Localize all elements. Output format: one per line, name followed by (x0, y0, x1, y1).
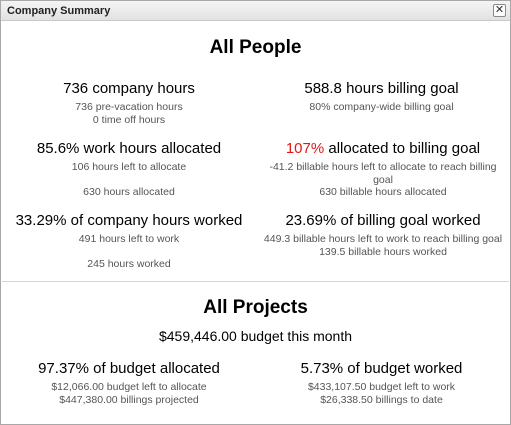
time-off-hours: 0 time off hours (92, 113, 166, 126)
hours-left-to-work: 491 hours left to work (78, 233, 180, 245)
section-divider (2, 281, 509, 282)
budget-worked-stat: 5.73% of budget worked $433,107.50 budge… (259, 360, 504, 406)
pre-vacation-hours: 736 pre-vacation hours (75, 101, 183, 113)
title-bar: Company Summary ✕ (1, 1, 510, 21)
all-projects-heading: All Projects (203, 297, 308, 318)
monthly-budget: $459,446.00 budget this month (158, 328, 353, 344)
billing-allocated-stat: 107% allocated to billing goal -41.2 bil… (263, 140, 503, 199)
billable-hours-worked: 139.5 billable hours worked (319, 245, 447, 258)
billings-projected: $447,380.00 billings projected (59, 393, 199, 406)
billings-to-date: $26,338.50 billings to date (320, 393, 443, 406)
work-allocated-stat: 85.6% work hours allocated 106 hours lef… (9, 140, 249, 198)
budget-left-to-allocate: $12,066.00 budget left to allocate (51, 381, 207, 393)
billing-allocated-percent: 107% (285, 140, 325, 157)
billing-worked-headline: 23.69% of billing goal worked (285, 212, 481, 229)
company-worked-headline: 33.29% of company hours worked (15, 212, 243, 229)
work-allocated-headline: 85.6% work hours allocated (36, 140, 222, 157)
hours-allocated: 630 hours allocated (83, 185, 175, 198)
company-hours-headline: 736 company hours (63, 80, 195, 97)
billable-hours-left-to-work: 449.3 billable hours left to work to rea… (263, 233, 503, 245)
budget-allocated-headline: 97.37% of budget allocated (38, 360, 220, 377)
budget-left-to-work: $433,107.50 budget left to work (307, 381, 456, 393)
billing-allocated-text: allocated to billing goal (324, 140, 481, 157)
close-icon[interactable]: ✕ (493, 4, 506, 17)
budget-worked-headline: 5.73% of budget worked (300, 360, 463, 377)
window-title: Company Summary (7, 5, 111, 17)
company-worked-stat: 33.29% of company hours worked 491 hours… (5, 212, 253, 270)
budget-allocated-stat: 97.37% of budget allocated $12,066.00 bu… (9, 360, 249, 406)
billing-goal-percent: 80% company-wide billing goal (309, 101, 454, 113)
all-people-heading: All People (209, 37, 302, 58)
billable-hours-allocated: 630 billable hours allocated (319, 186, 447, 198)
billing-worked-stat: 23.69% of billing goal worked 449.3 bill… (263, 212, 503, 258)
billing-goal-stat: 588.8 hours billing goal 80% company-wid… (259, 80, 504, 114)
hours-worked: 245 hours worked (87, 257, 171, 270)
billable-hours-left-to-allocate: -41.2 billable hours left to allocate to… (269, 161, 497, 186)
billing-allocated-headline: 107% allocated to billing goal (263, 140, 503, 157)
company-hours-stat: 736 company hours 736 pre-vacation hours… (9, 80, 249, 126)
hours-left-to-allocate: 106 hours left to allocate (71, 161, 187, 173)
billing-goal-headline: 588.8 hours billing goal (304, 80, 459, 97)
